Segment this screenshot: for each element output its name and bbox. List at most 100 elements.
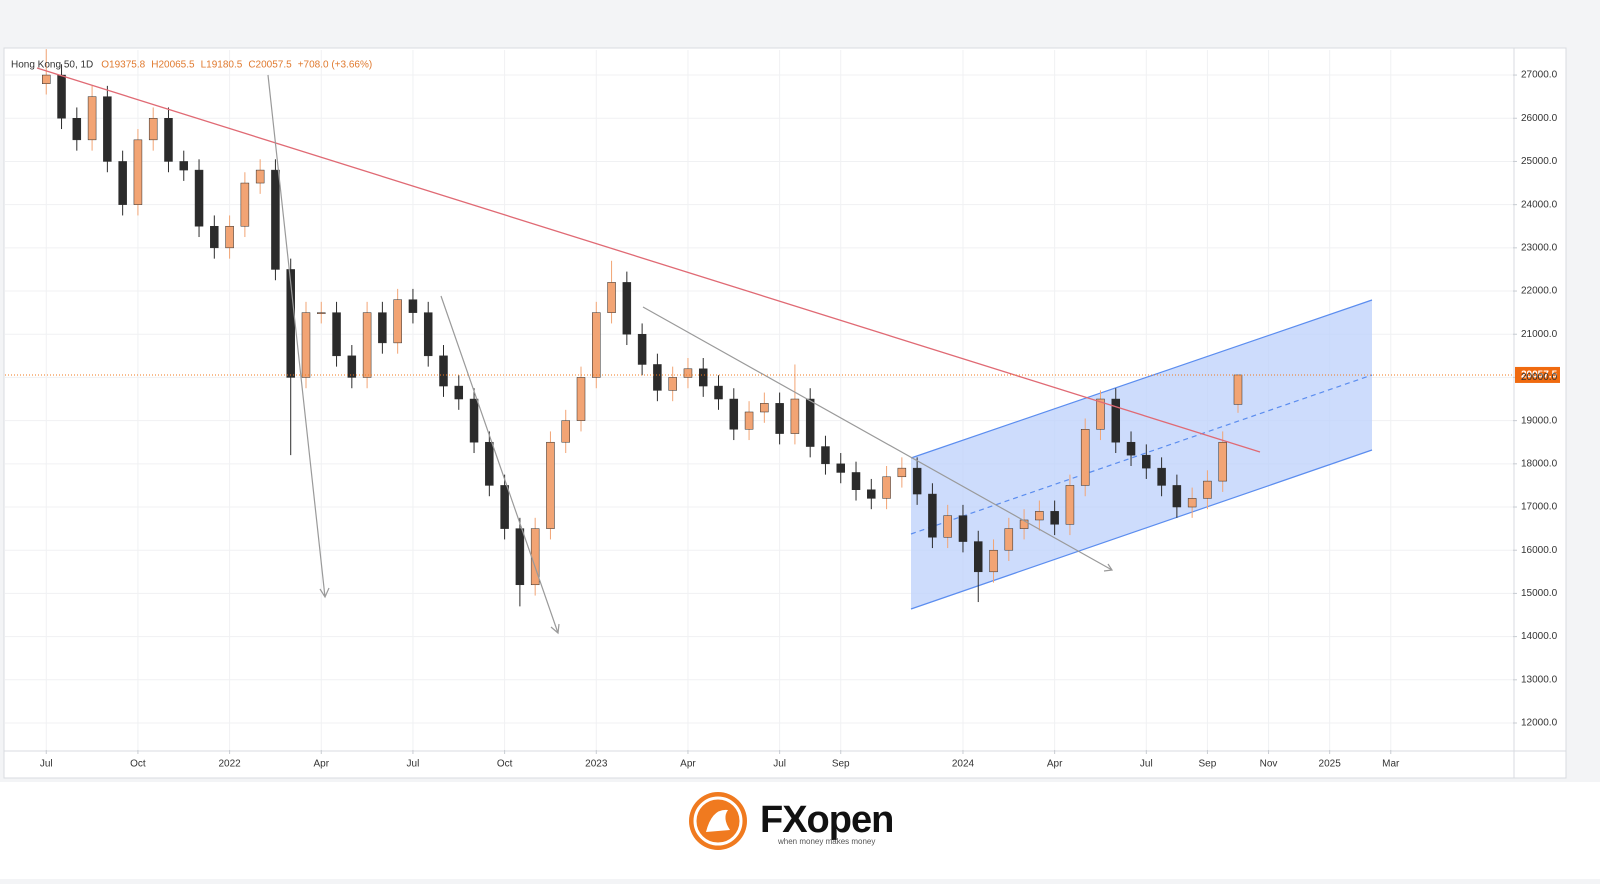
- candle-body: [683, 368, 693, 378]
- x-tick-label: Apr: [680, 759, 696, 770]
- candle-body: [317, 312, 326, 314]
- x-tick-label: Oct: [130, 759, 146, 770]
- candle-body: [1126, 441, 1136, 456]
- candle-body: [775, 403, 784, 434]
- candle-body: [1187, 498, 1197, 508]
- candle-body: [1096, 398, 1105, 430]
- candle-body: [1157, 467, 1166, 486]
- x-tick-label: Jul: [40, 759, 53, 770]
- candle-body: [118, 161, 127, 205]
- candle-body: [1218, 441, 1227, 482]
- y-tick-label: 14000.0: [1521, 631, 1558, 642]
- candle-body: [194, 169, 204, 227]
- x-tick-label: Mar: [1382, 759, 1400, 770]
- candle-body: [1142, 454, 1151, 469]
- y-tick-label: 22000.0: [1521, 286, 1558, 297]
- chart-title: Hong Kong 50, 1D: [11, 60, 93, 71]
- candle-body: [423, 312, 433, 357]
- y-tick-label: 19000.0: [1521, 415, 1558, 426]
- candle-body: [1019, 519, 1029, 529]
- logo: FXopen when money makes money: [689, 792, 894, 850]
- candle-body: [271, 169, 280, 270]
- y-tick-label: 16000.0: [1521, 545, 1558, 556]
- candle-body: [607, 282, 616, 313]
- candle-body: [133, 139, 143, 205]
- candle-body: [744, 411, 754, 430]
- candle-body: [576, 377, 586, 421]
- arrow: [267, 74, 330, 599]
- logo-icon-ring: [693, 796, 743, 846]
- downtrend-line: [36, 67, 1261, 453]
- candle-body: [515, 528, 525, 586]
- candle-body: [637, 333, 647, 365]
- x-tick-label: 2023: [585, 759, 608, 770]
- candle-body: [1111, 398, 1121, 443]
- candle-body: [72, 118, 82, 141]
- x-tick-label: Jul: [773, 759, 786, 770]
- candle-body: [1050, 511, 1059, 525]
- y-tick-label: 27000.0: [1521, 70, 1558, 81]
- candle-body: [653, 364, 662, 391]
- candle-body: [928, 493, 937, 538]
- candle-body: [989, 549, 998, 573]
- candle-body: [760, 403, 769, 413]
- candle-body: [805, 398, 815, 447]
- candle-body: [240, 182, 250, 227]
- arrows: [267, 74, 1114, 635]
- candle-body: [42, 74, 51, 84]
- arrow: [440, 295, 560, 635]
- candle-body: [561, 420, 570, 443]
- x-tick-label: Jul: [1140, 759, 1153, 770]
- candle-body: [179, 161, 189, 171]
- candles: [42, 49, 1243, 607]
- y-tick-label: 20000.0: [1521, 372, 1558, 383]
- y-tick-label: 17000.0: [1521, 502, 1558, 513]
- x-tick-label: 2022: [218, 759, 241, 770]
- candle-body: [1172, 485, 1182, 508]
- header-values: O19375.8 H20065.5 L19180.5 C20057.5 +708.0 (…: [101, 60, 372, 71]
- y-tick-label: 24000.0: [1521, 199, 1558, 210]
- candle-body: [867, 489, 876, 499]
- channel-top: [910, 299, 1373, 459]
- candle-body: [332, 312, 341, 357]
- x-tick-label: Apr: [1047, 759, 1063, 770]
- candle-body: [347, 355, 357, 378]
- candle-body: [790, 398, 800, 434]
- x-tick-label: Jul: [407, 759, 420, 770]
- footer-panel: [0, 782, 1600, 879]
- header-value: O19375.8: [101, 60, 145, 71]
- candle-body: [836, 463, 845, 473]
- x-tick-label: Sep: [832, 759, 850, 770]
- last-price-label: 20057.5: [1521, 370, 1558, 381]
- candle-body: [1203, 480, 1212, 499]
- y-tick-label: 12000.0: [1521, 718, 1558, 729]
- candle-body: [943, 515, 952, 538]
- x-tick-label: 2024: [952, 759, 975, 770]
- candle-body: [958, 515, 968, 542]
- candle-body: [301, 312, 311, 378]
- candle-body: [57, 74, 66, 119]
- channel-bottom: [910, 449, 1373, 610]
- y-tick-label: 13000.0: [1521, 674, 1558, 685]
- candle-body: [439, 355, 448, 387]
- x-tick-label: 2025: [1319, 759, 1342, 770]
- logo-slogan: when money makes money: [777, 837, 875, 846]
- candle-body: [622, 282, 632, 335]
- y-tick-label: 26000.0: [1521, 113, 1558, 124]
- channel-mid: [910, 374, 1373, 535]
- candle-body: [164, 118, 173, 162]
- candle-body: [1080, 429, 1090, 486]
- header-value: H20065.5: [151, 60, 195, 71]
- x-tick-label: Apr: [313, 759, 329, 770]
- candle-body: [469, 398, 479, 443]
- candle-body: [393, 299, 402, 344]
- candle-body: [255, 169, 265, 184]
- candle-body: [103, 96, 112, 162]
- candle-body: [912, 467, 922, 495]
- candle-body: [698, 368, 708, 387]
- x-tick-label: Sep: [1199, 759, 1217, 770]
- candle-body: [592, 312, 601, 378]
- candle-body: [729, 398, 739, 430]
- candle-body: [225, 225, 234, 249]
- candle-body: [500, 485, 509, 529]
